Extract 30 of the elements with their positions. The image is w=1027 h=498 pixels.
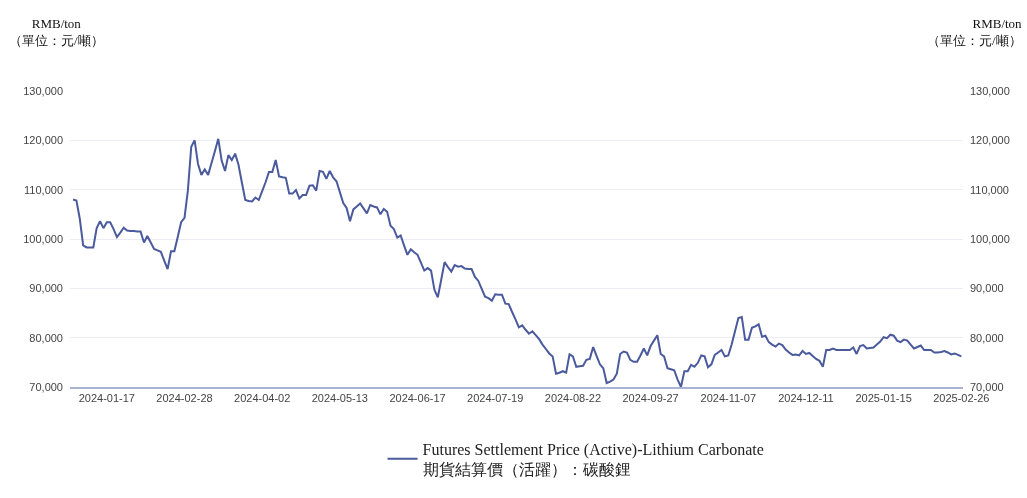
y2-tick-label: 90,000 (970, 282, 1004, 295)
x-tick-label: 2024-01-17 (78, 392, 135, 405)
x-tick-label: 2024-09-27 (622, 392, 679, 405)
y2-tick-label: 80,000 (970, 331, 1004, 344)
y2-tick-label: 70,000 (970, 380, 1004, 393)
legend-label: Futures Settlement Price (Active)-Lithium Carbonate 期貨結算價（活躍）：碳酸鋰 (422, 440, 764, 479)
x-tick-label: 2025-02-26 (933, 392, 990, 405)
y2-tick-label: 110,000 (970, 183, 1009, 196)
y-tick-label: 70,000 (29, 380, 63, 393)
y-tick-label: 100,000 (23, 232, 63, 245)
x-tick-label: 2024-06-17 (389, 392, 446, 405)
x-tick-label: 2024-04-02 (234, 392, 291, 405)
y2-axis-title: RMB/ton （單位：元/噸） (927, 16, 1023, 48)
y-axis-title: RMB/ton （單位：元/噸） (9, 16, 104, 48)
y-tick-label: 120,000 (23, 134, 63, 147)
x-tick-label: 2024-07-19 (467, 392, 524, 405)
x-tick-label: 2025-01-15 (855, 392, 912, 405)
x-tick-label: 2024-12-11 (778, 392, 834, 405)
x-tick-label: 2024-11-07 (700, 392, 756, 405)
x-tick-label: 2024-02-28 (156, 392, 213, 405)
y2-tick-label: 120,000 (970, 134, 1010, 147)
y-tick-label: 130,000 (23, 84, 63, 97)
y-tick-label: 110,000 (24, 183, 63, 196)
y-tick-label: 80,000 (29, 331, 63, 344)
y2-tick-label: 100,000 (970, 232, 1010, 245)
line-series (72, 137, 963, 387)
x-tick-label: 2024-05-13 (311, 392, 368, 405)
x-tick-label: 2024-08-22 (544, 392, 602, 405)
y-tick-label: 90,000 (29, 282, 63, 295)
y2-tick-label: 130,000 (970, 84, 1010, 97)
